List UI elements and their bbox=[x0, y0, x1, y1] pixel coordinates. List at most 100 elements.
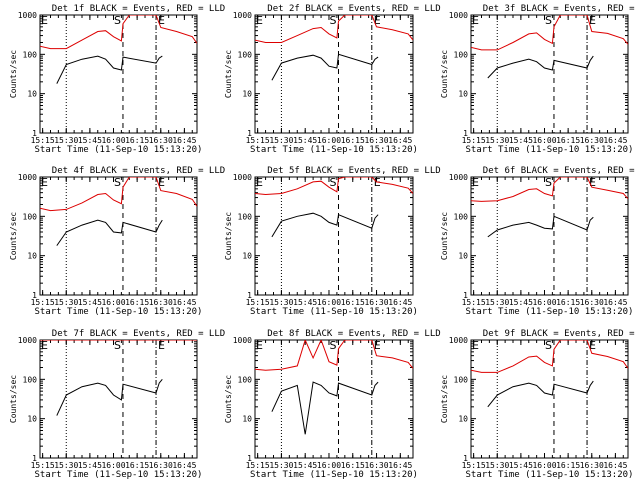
start-marker-label: E bbox=[256, 339, 263, 352]
x-tick-label: 15:45 bbox=[509, 298, 533, 307]
series-lld-line bbox=[255, 340, 413, 371]
x-tick-label: 16:15 bbox=[556, 298, 580, 307]
series-lld-line bbox=[40, 15, 197, 50]
series-events-line bbox=[487, 380, 594, 408]
series-lld-line bbox=[471, 15, 628, 51]
x-tick-label: 16:45 bbox=[603, 136, 627, 145]
x-tick-label: 16:30 bbox=[149, 136, 173, 145]
series-lld-line bbox=[471, 340, 628, 373]
saa-marker-label: S bbox=[329, 339, 336, 352]
x-axis-label: Start Time (11-Sep-10 15:13:20) bbox=[250, 470, 418, 480]
start-marker-label: E bbox=[472, 14, 479, 27]
panel-title: Det 2f BLACK = Events, RED = LLD bbox=[267, 4, 440, 14]
x-tick-label: 16:45 bbox=[388, 461, 412, 470]
start-marker-label: E bbox=[472, 176, 479, 189]
x-tick-label: 16:00 bbox=[317, 298, 341, 307]
plot-frame bbox=[470, 14, 629, 134]
panel-title: Det 4f BLACK = Events, RED = LLD bbox=[52, 166, 225, 176]
end-marker-label: E bbox=[158, 14, 165, 27]
series-events-line bbox=[56, 55, 163, 84]
y-tick-label: 1 bbox=[463, 291, 468, 300]
end-marker-label: E bbox=[589, 176, 596, 189]
x-tick-label: 16:00 bbox=[101, 136, 125, 145]
y-tick-label: 1000 bbox=[449, 11, 468, 20]
y-tick-label: 10 bbox=[242, 415, 252, 424]
y-axis-label: Counts/sec bbox=[224, 212, 233, 260]
x-tick-label: 16:15 bbox=[125, 461, 149, 470]
y-tick-label: 10 bbox=[27, 252, 37, 261]
x-tick-label: 16:15 bbox=[556, 136, 580, 145]
panel-title: Det 3f BLACK = Events, RED = LLD bbox=[483, 4, 640, 14]
x-tick-label: 15:15 bbox=[246, 461, 270, 470]
plot-frame bbox=[39, 176, 198, 296]
x-tick-label: 16:30 bbox=[364, 136, 388, 145]
x-tick-label: 16:15 bbox=[125, 298, 149, 307]
x-tick-label: 15:15 bbox=[462, 136, 486, 145]
x-tick-label: 16:00 bbox=[532, 298, 556, 307]
x-axis-label: Start Time (11-Sep-10 15:13:20) bbox=[250, 307, 418, 317]
x-tick-label: 15:30 bbox=[269, 298, 293, 307]
saa-marker-label: S bbox=[114, 176, 121, 189]
y-tick-label: 100 bbox=[23, 212, 38, 221]
y-axis-label: Counts/sec bbox=[440, 375, 449, 423]
y-tick-label: 1000 bbox=[18, 11, 37, 20]
x-tick-label: 15:15 bbox=[462, 461, 486, 470]
x-tick-label: 16:00 bbox=[532, 136, 556, 145]
series-lld-line bbox=[255, 177, 413, 196]
x-tick-label: 16:30 bbox=[580, 136, 604, 145]
y-axis-label: Counts/sec bbox=[9, 375, 18, 423]
y-tick-label: 1000 bbox=[449, 336, 468, 345]
saa-marker-label: S bbox=[329, 176, 336, 189]
y-tick-label: 1 bbox=[247, 291, 252, 300]
y-tick-label: 1 bbox=[32, 291, 37, 300]
x-tick-label: 16:00 bbox=[532, 461, 556, 470]
series-events-line bbox=[487, 215, 594, 238]
y-tick-label: 100 bbox=[454, 212, 469, 221]
x-axis-label: Start Time (11-Sep-10 15:13:20) bbox=[466, 307, 634, 317]
series-events-line bbox=[271, 212, 379, 238]
y-tick-label: 10 bbox=[458, 90, 468, 99]
panel-title: Det 6f BLACK = Events, RED = LLD bbox=[483, 166, 640, 176]
x-tick-label: 15:30 bbox=[54, 136, 78, 145]
y-tick-label: 1000 bbox=[233, 336, 252, 345]
x-tick-label: 16:45 bbox=[388, 136, 412, 145]
x-tick-label: 15:45 bbox=[78, 298, 102, 307]
start-marker-label: E bbox=[256, 176, 263, 189]
y-tick-label: 10 bbox=[458, 415, 468, 424]
panel-title: Det 5f BLACK = Events, RED = LLD bbox=[267, 166, 440, 176]
y-tick-label: 1 bbox=[463, 454, 468, 463]
x-tick-label: 15:15 bbox=[462, 298, 486, 307]
x-tick-label: 16:30 bbox=[149, 461, 173, 470]
x-tick-label: 16:45 bbox=[388, 298, 412, 307]
y-axis-label: Counts/sec bbox=[9, 212, 18, 260]
x-tick-label: 16:45 bbox=[172, 298, 196, 307]
x-tick-label: 16:00 bbox=[317, 136, 341, 145]
x-axis-label: Start Time (11-Sep-10 15:13:20) bbox=[466, 470, 634, 480]
end-marker-label: E bbox=[589, 14, 596, 27]
x-axis-label: Start Time (11-Sep-10 15:13:20) bbox=[35, 470, 203, 480]
saa-marker-label: S bbox=[545, 339, 552, 352]
y-axis-label: Counts/sec bbox=[440, 212, 449, 260]
y-axis-label: Counts/sec bbox=[224, 375, 233, 423]
end-marker-label: E bbox=[374, 14, 381, 27]
panel-title: Det 7f BLACK = Events, RED = LLD bbox=[52, 329, 225, 339]
x-tick-label: 15:45 bbox=[293, 298, 317, 307]
x-tick-label: 16:00 bbox=[101, 298, 125, 307]
panel-1: 1 10 100 1000 15:15 15:30 15:45 16:00 16:15 16:30… bbox=[9, 4, 225, 155]
x-tick-label: 15:45 bbox=[78, 136, 102, 145]
x-tick-label: 15:45 bbox=[78, 461, 102, 470]
x-tick-label: 16:45 bbox=[172, 136, 196, 145]
x-tick-label: 16:30 bbox=[364, 298, 388, 307]
series-lld-line bbox=[255, 15, 413, 43]
x-tick-label: 15:15 bbox=[31, 461, 55, 470]
panel-8: 1 10 100 1000 15:15 15:30 15:45 16:00 16:15 16:30… bbox=[224, 329, 441, 480]
plot-frame bbox=[254, 339, 414, 459]
y-tick-label: 100 bbox=[23, 375, 38, 384]
x-tick-label: 16:30 bbox=[580, 461, 604, 470]
panel-6: 1 10 100 1000 15:15 15:30 15:45 16:00 16:15 16:30… bbox=[440, 166, 640, 317]
y-tick-label: 10 bbox=[242, 252, 252, 261]
saa-marker-label: S bbox=[329, 14, 336, 27]
panel-title: Det 9f BLACK = Events, RED = LLD bbox=[483, 329, 640, 339]
x-axis-label: Start Time (11-Sep-10 15:13:20) bbox=[250, 145, 418, 155]
